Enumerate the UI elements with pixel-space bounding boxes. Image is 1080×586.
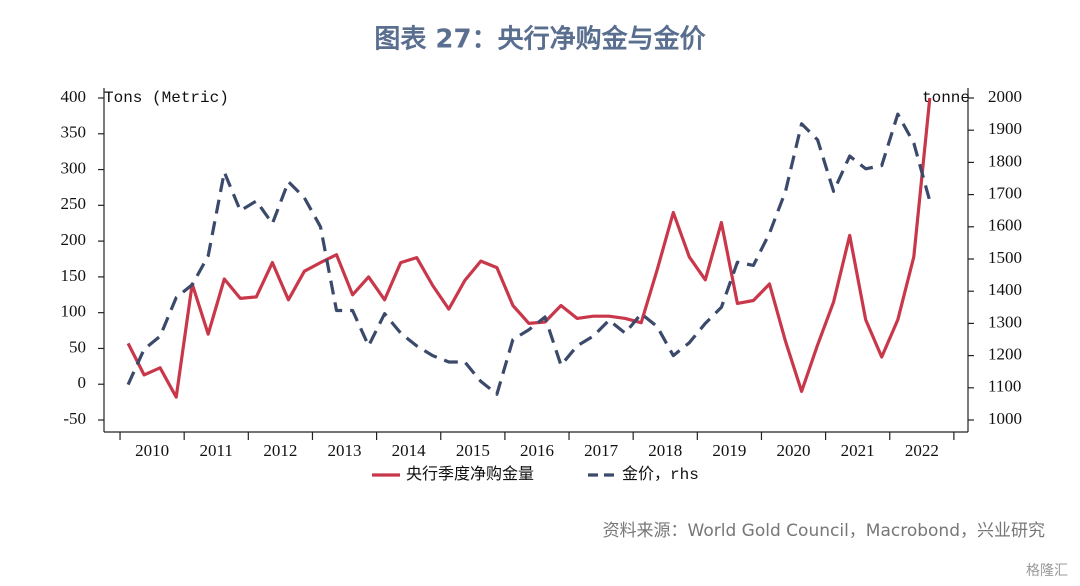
x-tick-label: 2012 bbox=[263, 441, 297, 460]
x-tick-label: 2022 bbox=[905, 441, 939, 460]
watermark: 格隆汇 bbox=[1026, 563, 1068, 579]
legend-label: 央行季度净购金量 bbox=[406, 465, 534, 484]
x-tick-label: 2021 bbox=[841, 441, 875, 460]
y2-tick-label: 1400 bbox=[988, 280, 1022, 299]
y-tick-label: 400 bbox=[61, 87, 87, 106]
x-tick-label: 2019 bbox=[712, 441, 746, 460]
y-tick-label: 0 bbox=[78, 373, 87, 392]
y2-tick-label: 1500 bbox=[988, 248, 1022, 267]
x-tick-label: 2017 bbox=[584, 441, 619, 460]
x-tick-label: 2014 bbox=[392, 441, 427, 460]
y2-tick-label: 1200 bbox=[988, 345, 1022, 364]
y2-tick-label: 1300 bbox=[988, 312, 1022, 331]
y-tick-label: 200 bbox=[61, 230, 87, 249]
y-tick-label: -50 bbox=[63, 409, 86, 428]
y2-tick-label: 1900 bbox=[988, 119, 1022, 138]
y-tick-label: 250 bbox=[61, 194, 87, 213]
source: 资料来源：World Gold Council，Macrobond，兴业研究 bbox=[603, 521, 1045, 541]
x-tick-label: 2020 bbox=[777, 441, 811, 460]
x-tick-label: 2010 bbox=[135, 441, 169, 460]
y2-tick-label: 1000 bbox=[988, 409, 1022, 428]
x-tick-label: 2016 bbox=[520, 441, 554, 460]
series-line bbox=[126, 97, 932, 399]
y-tick-label: 100 bbox=[61, 302, 87, 321]
y-tick-label: 50 bbox=[69, 337, 86, 356]
y2-tick-label: 1100 bbox=[988, 377, 1021, 396]
chart-title: 图表 27：央行净购金与金价 bbox=[374, 24, 706, 55]
y2-tick-label: 2000 bbox=[988, 87, 1022, 106]
y-tick-label: 350 bbox=[61, 123, 87, 142]
x-tick-label: 2013 bbox=[328, 441, 362, 460]
legend-label: 金价，rhs bbox=[622, 465, 699, 484]
series-line bbox=[126, 112, 932, 396]
y-axis-label: Tons (Metric) bbox=[104, 89, 229, 107]
x-tick-label: 2018 bbox=[648, 441, 682, 460]
y-tick-label: 150 bbox=[61, 266, 87, 285]
x-tick-label: 2015 bbox=[456, 441, 490, 460]
y2-tick-label: 1700 bbox=[988, 184, 1022, 203]
y2-axis-label: tonne bbox=[922, 89, 970, 107]
y-tick-label: 300 bbox=[61, 158, 87, 177]
x-tick-label: 2011 bbox=[200, 441, 233, 460]
y2-tick-label: 1800 bbox=[988, 151, 1022, 170]
y2-tick-label: 1600 bbox=[988, 216, 1022, 235]
